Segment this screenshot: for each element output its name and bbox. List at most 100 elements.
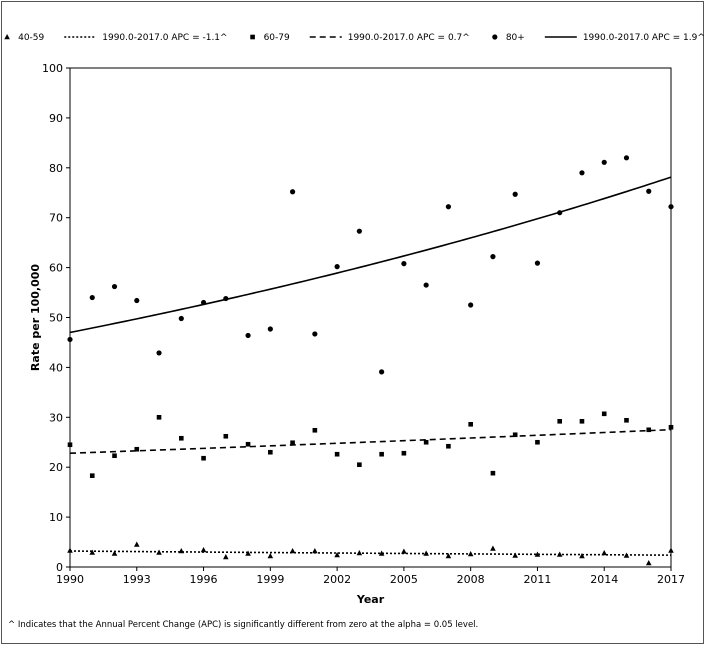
data-point-60-79 bbox=[112, 453, 117, 459]
plot-area: 0 10 20 30 40 50 60 70 80 90 100 1990 1993 1996 1999 2… bbox=[42, 62, 685, 586]
data-point-40-59 bbox=[334, 552, 340, 558]
data-point-80+ bbox=[445, 204, 452, 210]
data-point-40-59 bbox=[312, 548, 318, 554]
data-point-40-59 bbox=[467, 551, 474, 557]
trend-lines bbox=[69, 176, 672, 556]
data-point-40-59 bbox=[111, 550, 118, 556]
data-point-60-79 bbox=[223, 433, 229, 439]
data-point-60-79 bbox=[601, 411, 607, 417]
data-point-60-79 bbox=[268, 449, 273, 455]
data-point-60-79 bbox=[579, 418, 585, 424]
y-tick-label: 100 bbox=[42, 62, 63, 75]
data-point-40-59 bbox=[200, 547, 207, 553]
legend-item: 80+ bbox=[492, 33, 525, 43]
x-tick-label: 1996 bbox=[190, 573, 218, 586]
legend-marker-swatch bbox=[250, 34, 255, 40]
data-point-40-59 bbox=[89, 549, 96, 555]
data-point-40-59 bbox=[645, 560, 652, 566]
data-point-80+ bbox=[289, 189, 296, 195]
data-point-40-59 bbox=[668, 547, 674, 553]
y-axis: 0 10 20 30 40 50 60 70 80 90 100 bbox=[42, 62, 70, 574]
data-point-40-59 bbox=[245, 550, 251, 556]
data-point-40-59 bbox=[156, 549, 162, 555]
x-tick-label: 2011 bbox=[523, 573, 551, 586]
data-point-40-59 bbox=[223, 554, 229, 560]
data-point-60-79 bbox=[646, 427, 652, 433]
y-tick-label: 40 bbox=[49, 361, 63, 374]
y-tick-label: 10 bbox=[49, 511, 63, 524]
data-point-80+ bbox=[401, 261, 407, 267]
data-point-60-79 bbox=[468, 421, 473, 427]
data-point-40-59 bbox=[601, 550, 608, 556]
y-tick-label: 30 bbox=[49, 411, 63, 424]
data-point-80+ bbox=[334, 264, 340, 270]
data-point-80+ bbox=[423, 282, 429, 288]
legend-label: 40-59 bbox=[18, 33, 44, 43]
data-point-40-59 bbox=[623, 552, 630, 558]
data-point-40-59 bbox=[356, 550, 363, 556]
data-point-60-79 bbox=[512, 432, 518, 438]
data-point-40-59 bbox=[556, 551, 563, 557]
legend-label: 1990.0-2017.0 APC = -1.1^ bbox=[102, 33, 227, 43]
legend-item: 1990.0-2017.0 APC = 0.7^ bbox=[309, 33, 470, 43]
trend-line-80+ bbox=[69, 176, 672, 334]
data-point-40-59 bbox=[378, 550, 385, 556]
legend-label: 80+ bbox=[506, 33, 525, 43]
data-point-40-59 bbox=[512, 552, 518, 558]
data-point-40-59 bbox=[178, 548, 185, 554]
x-tick-label: 2017 bbox=[657, 573, 685, 586]
data-point-80+ bbox=[200, 299, 207, 306]
legend: 40-59 1990.0-2017.0 APC = -1.1^ 60-79 1990.… bbox=[4, 33, 705, 43]
legend-marker-swatch bbox=[4, 34, 10, 40]
x-axis: 1990 1993 1996 1999 2002 2005 2008 2011 2014 2017 bbox=[56, 567, 685, 586]
data-point-60-79 bbox=[334, 451, 340, 457]
x-tick-label: 1993 bbox=[123, 573, 151, 586]
data-point-80+ bbox=[134, 297, 140, 304]
data-point-40-59 bbox=[267, 553, 274, 559]
x-tick-label: 1999 bbox=[256, 573, 284, 586]
x-tick-label: 2005 bbox=[390, 573, 418, 586]
x-axis-title: Year bbox=[356, 593, 385, 606]
trend-line-40-59 bbox=[69, 550, 672, 556]
data-point-40-59 bbox=[534, 551, 541, 557]
data-point-60-79 bbox=[357, 462, 362, 468]
legend-item: 1990.0-2017.0 APC = 1.9^ bbox=[544, 33, 705, 43]
data-point-40-59 bbox=[133, 541, 140, 547]
data-point-80+ bbox=[67, 336, 73, 343]
data-point-40-59 bbox=[401, 548, 407, 554]
data-point-60-79 bbox=[535, 439, 540, 445]
data-point-80+ bbox=[512, 191, 518, 197]
data-point-60-79 bbox=[156, 415, 162, 420]
x-tick-label: 1990 bbox=[56, 573, 84, 586]
data-point-40-59 bbox=[445, 553, 452, 559]
y-tick-label: 20 bbox=[49, 461, 63, 474]
data-point-80+ bbox=[668, 204, 674, 210]
x-tick-label: 2014 bbox=[590, 573, 618, 586]
data-point-60-79 bbox=[490, 470, 496, 476]
data-point-80+ bbox=[356, 228, 362, 234]
legend-item: 40-59 bbox=[4, 33, 45, 43]
data-point-60-79 bbox=[178, 435, 184, 441]
data-point-40-59 bbox=[67, 547, 73, 553]
legend-item: 60-79 bbox=[250, 33, 290, 43]
legend-marker-swatch bbox=[492, 34, 498, 40]
data-point-80+ bbox=[178, 315, 184, 322]
plot-border bbox=[69, 67, 672, 568]
y-tick-label: 70 bbox=[49, 212, 63, 225]
data-point-60-79 bbox=[423, 439, 429, 445]
data-point-80+ bbox=[534, 260, 541, 266]
data-point-80+ bbox=[623, 155, 630, 161]
data-point-80+ bbox=[579, 170, 585, 176]
data-point-60-79 bbox=[379, 451, 384, 457]
data-point-80+ bbox=[89, 294, 95, 301]
y-tick-label: 0 bbox=[56, 561, 63, 574]
data-point-60-79 bbox=[401, 450, 407, 456]
data-point-60-79 bbox=[446, 443, 451, 449]
legend-label: 1990.0-2017.0 APC = 0.7^ bbox=[348, 33, 470, 43]
y-axis-title: Rate per 100,000 bbox=[29, 264, 42, 371]
data-point-40-59 bbox=[579, 553, 585, 559]
data-point-80+ bbox=[557, 210, 563, 216]
data-point-80+ bbox=[156, 350, 162, 356]
data-point-60-79 bbox=[668, 424, 674, 430]
legend-label: 1990.0-2017.0 APC = 1.9^ bbox=[583, 33, 705, 43]
